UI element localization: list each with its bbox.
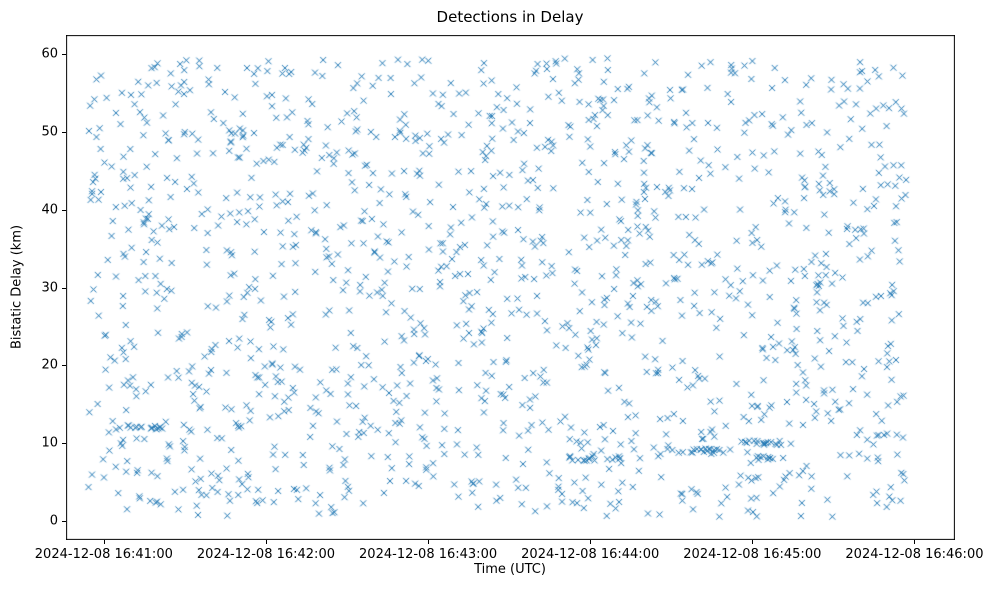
x-tick-mark	[265, 540, 267, 544]
x-tick-mark	[590, 540, 592, 544]
y-tick-mark	[62, 54, 66, 56]
scatter-canvas	[66, 35, 955, 540]
x-tick-label: 2024-12-08 16:44:00	[521, 547, 660, 562]
y-tick-mark	[62, 520, 66, 522]
y-tick-label: 0	[49, 513, 58, 529]
y-tick-label: 30	[41, 280, 58, 295]
y-tick-label: 50	[41, 124, 58, 140]
y-tick-mark	[62, 365, 66, 367]
y-tick-mark	[62, 209, 66, 211]
x-tick-mark	[428, 540, 430, 544]
y-tick-mark	[62, 442, 66, 444]
x-axis-label: Time (UTC)	[474, 562, 546, 577]
x-tick-label: 2024-12-08 16:43:00	[359, 547, 498, 562]
x-tick-label: 2024-12-08 16:45:00	[683, 547, 822, 562]
y-tick-label: 20	[41, 357, 58, 373]
y-tick-mark	[62, 287, 66, 289]
x-tick-label: 2024-12-08 16:46:00	[845, 547, 984, 562]
x-tick-mark	[752, 540, 754, 544]
x-tick-label: 2024-12-08 16:41:00	[34, 547, 173, 562]
y-tick-label: 10	[41, 435, 58, 451]
y-axis-label: Bistatic Delay (km)	[9, 224, 25, 350]
y-tick-label: 40	[41, 202, 58, 218]
x-tick-label: 2024-12-08 16:42:00	[196, 547, 335, 562]
x-tick-mark	[103, 540, 105, 544]
y-tick-label: 60	[41, 46, 58, 62]
y-tick-mark	[62, 132, 66, 134]
chart-title: Detections in Delay	[436, 8, 584, 26]
plot-area	[66, 35, 955, 540]
x-tick-mark	[914, 540, 916, 544]
